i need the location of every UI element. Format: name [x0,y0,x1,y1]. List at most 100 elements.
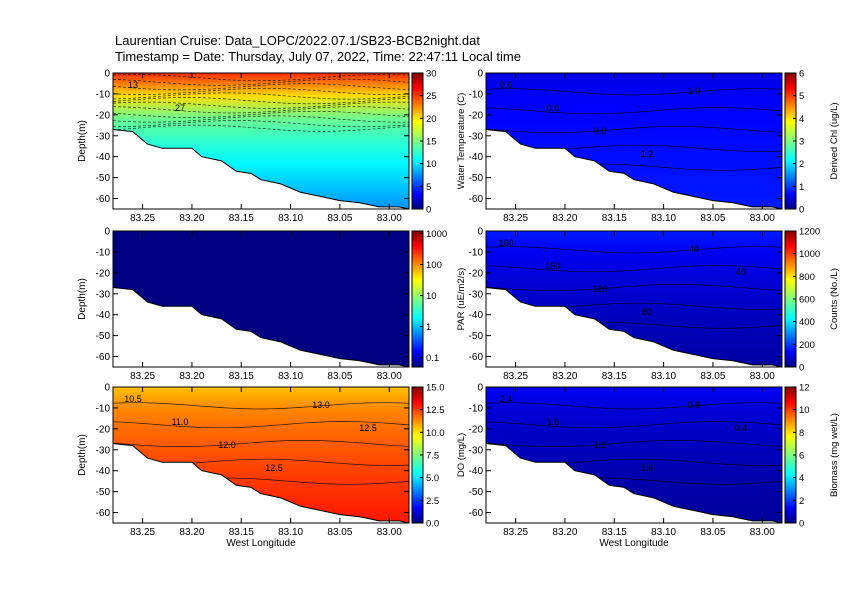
x-tick-label: 83.25 [503,213,528,224]
x-tick-label: 83.05 [700,213,725,224]
x-tick-label: 83.15 [229,213,254,224]
contour-line [112,440,410,447]
colorbar-tick-label: 800 [799,272,815,283]
y-tick-label: -30 [96,445,111,456]
plot-frame [485,230,783,368]
colorbar-tick-label: 30 [426,69,437,80]
contour-line [485,246,783,254]
x-tick-label: 83.15 [602,527,627,538]
x-tick-label: 83.10 [278,371,303,382]
colorbar-label: Derived Chl (ug/L) [829,102,840,179]
y-tick-label: -60 [96,508,111,519]
contour-label: 150 [545,261,560,271]
colorbar-tick-label: 1000 [799,249,820,260]
colorbar-tick-label: 4 [799,473,804,484]
contour-label: 12.0 [218,440,236,450]
x-tick-label: 83.20 [552,213,577,224]
panel-biomass: 83.25 83.20 83.15 83.10 83.05 83.00 0 -10 -20 -30… [469,383,840,550]
plot-frame [112,230,410,368]
colorbar-label: Water Temperature (C) [456,93,467,190]
plot-frame [112,386,410,524]
page-subtitle: Timestamp = Date: Thursday, July 07, 202… [115,49,521,64]
y-tick-label: -30 [96,131,111,142]
x-tick-label: 83.10 [278,213,303,224]
y-tick-label: -40 [469,310,484,321]
x-tick-label: 83.00 [750,213,775,224]
colorbar-tick-label: 4 [799,114,804,125]
colorbar-tick-label: 6 [799,451,804,462]
contour-label: 40 [689,244,699,254]
contour-label: 1.0 [688,86,701,96]
x-tick-label: 83.25 [130,213,155,224]
seabed [112,443,410,524]
contour-label: 10.5 [124,394,142,404]
contour-label: 11.0 [172,417,189,427]
plot-frame [485,72,783,210]
contour-line [112,110,410,118]
panel-counts: 83.25 83.20 83.15 83.10 83.05 83.00 0 -10 -20 -30… [469,227,840,383]
colorbar-tick-label: 5.0 [426,473,439,484]
colorbar-label: Biomass (mg wet/L) [829,413,840,497]
x-tick-label: 83.05 [700,371,725,382]
contour-label: 80 [642,307,652,317]
y-tick-label: -20 [469,268,484,279]
contour-line [112,101,410,109]
colorbar-tick-label: 12 [799,383,810,394]
y-tick-label: -50 [96,331,111,342]
seabed [112,129,410,210]
contour-label: 0.4 [735,423,748,433]
contour-label: 160 [498,238,513,248]
colorbar-tick-label: 1200 [799,227,820,238]
panel-temp: 83.25 83.20 83.15 83.10 83.05 83.00 0 -10 -20 -30… [77,69,467,225]
colorbar-tick-label: 15.0 [426,383,445,394]
contour-label: 0.8 [594,126,607,136]
y-tick-label: -20 [96,424,111,435]
y-tick-label: 0 [104,69,110,80]
y-axis-label: Depth(m) [77,120,88,162]
y-tick-label: -10 [469,403,484,414]
x-tick-label: 83.00 [377,213,402,224]
contour-label: 13 [128,80,138,90]
x-tick-label: 83.25 [503,371,528,382]
panel-chl: 83.25 83.20 83.15 83.10 83.05 83.00 0 -10 -20 -30… [469,69,840,225]
x-tick-label: 83.05 [327,371,352,382]
colorbar-tick-label: 0.0 [426,519,439,530]
colorbar-tick-label: 0 [799,205,804,216]
y-tick-label: -10 [96,247,111,258]
x-tick-label: 83.00 [750,527,775,538]
contour-label: 40 [736,267,746,277]
contour-line [112,402,410,410]
colorbar-tick-label: 2 [799,496,804,507]
y-tick-label: -20 [96,110,111,121]
contour-label: 1.2 [641,149,654,159]
y-tick-label: -40 [96,310,111,321]
x-tick-label: 83.10 [278,527,303,538]
x-tick-label: 83.20 [179,371,204,382]
x-tick-label: 83.15 [229,527,254,538]
x-tick-label: 83.25 [130,527,155,538]
contour-line [112,87,410,95]
colorbar-tick-label: 25 [426,91,437,102]
x-tick-label: 83.20 [552,371,577,382]
contour-line [485,126,783,133]
contour-line [485,265,783,273]
y-tick-label: -30 [469,131,484,142]
colorbar-tick-label: 400 [799,317,815,328]
y-tick-label: -50 [469,487,484,498]
y-tick-label: -40 [96,152,111,163]
colorbar-tick-label: 1 [799,182,804,193]
y-tick-label: -30 [469,445,484,456]
y-tick-label: -20 [469,424,484,435]
contour-label: 12.5 [359,423,377,433]
y-tick-label: -30 [469,289,484,300]
y-tick-label: 0 [477,69,483,80]
y-axis-label: Depth(m) [77,434,88,476]
x-tick-label: 83.15 [602,371,627,382]
x-tick-label: 83.00 [377,371,402,382]
colorbar-tick-label: 600 [799,295,815,306]
x-tick-label: 83.15 [229,371,254,382]
colorbar-tick-label: 0 [799,363,804,374]
x-tick-label: 83.05 [327,213,352,224]
contour-label: 0.6 [500,80,513,90]
